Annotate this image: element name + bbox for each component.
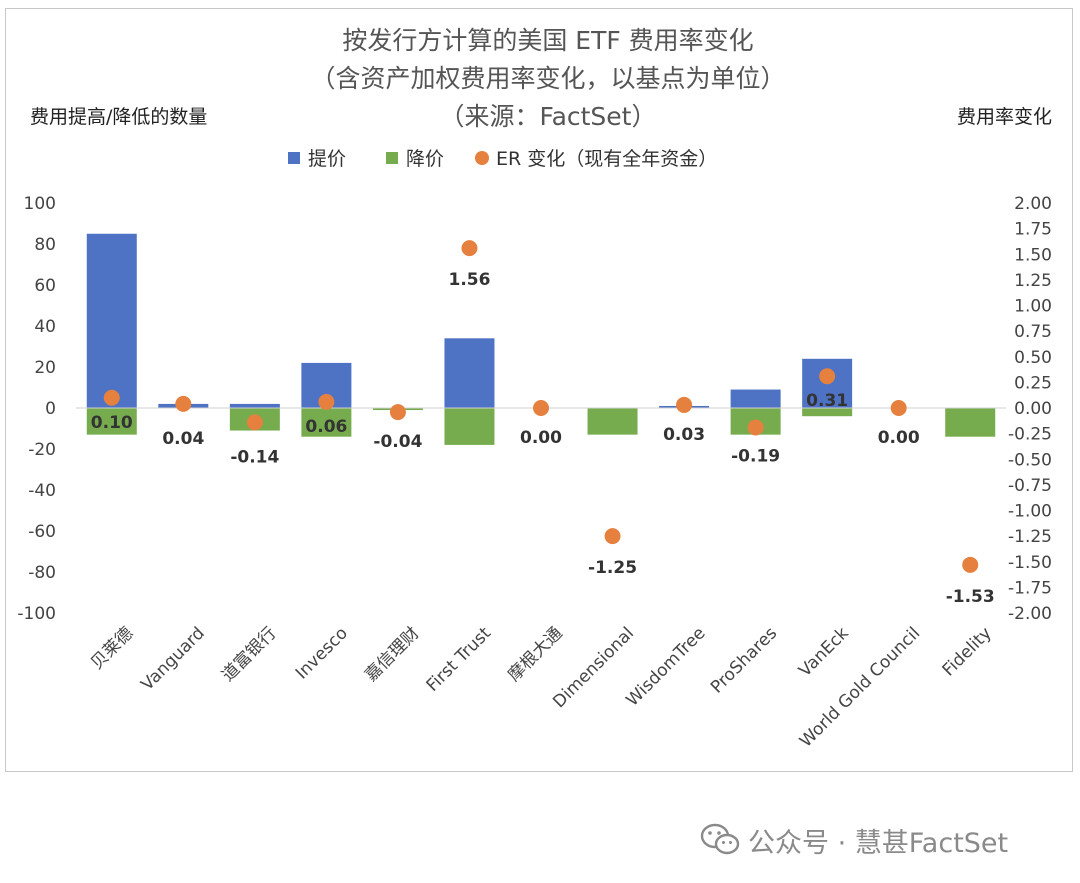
er-change-point — [246, 414, 263, 431]
left-tick-label: 0 — [45, 399, 56, 419]
chart-title-line: 按发行方计算的美国 ETF 费用率变化 — [342, 26, 753, 55]
er-change-data-label: 0.00 — [878, 428, 920, 448]
er-change-point — [103, 389, 120, 406]
bar-decrease — [301, 408, 352, 437]
er-change-data-label: 0.04 — [162, 429, 204, 449]
right-tick-label: 0.50 — [1014, 348, 1052, 368]
right-tick-label: -1.00 — [1008, 502, 1052, 522]
left-tick-label: -20 — [28, 440, 56, 460]
left-tick-label: -100 — [17, 604, 56, 624]
er-change-data-label: 0.10 — [91, 413, 133, 433]
watermark-text: 公众号 · 慧甚FactSet — [748, 827, 1009, 859]
bar-increase — [86, 233, 137, 408]
left-tick-label: 20 — [34, 358, 56, 378]
category-label: 贝莱德 — [87, 623, 137, 673]
category-label: Vanguard — [137, 623, 208, 694]
left-tick-label: -80 — [28, 563, 56, 583]
left-tick-label: 60 — [34, 276, 56, 296]
bar-decrease — [444, 408, 495, 445]
right-tick-label: 0.25 — [1014, 373, 1052, 393]
legend-marker-increase — [288, 152, 300, 164]
er-change-point — [389, 404, 406, 421]
er-change-point — [175, 395, 192, 412]
category-label: First Trust — [423, 623, 496, 696]
er-change-data-label: -0.19 — [731, 446, 780, 466]
category-label: 嘉信理财 — [361, 623, 423, 685]
category-label: World Gold Council — [796, 623, 924, 751]
bar-increase — [730, 389, 781, 408]
watermark: 公众号 · 慧甚FactSet — [700, 818, 1008, 862]
left-tick-label: 40 — [34, 317, 56, 337]
er-change-data-label: -1.25 — [588, 558, 637, 578]
er-change-point — [604, 528, 621, 545]
category-label: ProShares — [707, 623, 781, 697]
chart: 按发行方计算的美国 ETF 费用率变化 （含资产加权费用率变化，以基点为单位） （来… — [17, 26, 1052, 752]
bar-decrease — [587, 408, 638, 435]
left-tick-label: 100 — [24, 194, 56, 214]
right-tick-label: 1.75 — [1014, 220, 1052, 240]
er-change-data-label: 0.00 — [520, 428, 562, 448]
legend-label: ER 变化（现有全年资金） — [496, 148, 717, 170]
legend-marker-decrease — [386, 152, 398, 164]
right-tick-label: 1.50 — [1014, 245, 1052, 265]
category-label: VanEck — [795, 623, 853, 681]
left-tick-label: -60 — [28, 522, 56, 542]
bar-increase — [229, 403, 280, 408]
chart-title-line: （含资产加权费用率变化，以基点为单位） — [310, 64, 785, 93]
right-tick-label: -2.00 — [1008, 604, 1052, 624]
right-tick-label: -1.75 — [1008, 578, 1052, 598]
er-change-point — [676, 396, 693, 413]
right-tick-label: 0.75 — [1014, 322, 1052, 342]
right-tick-label: -0.50 — [1008, 450, 1052, 470]
bar-decrease — [86, 408, 137, 435]
er-change-data-label: 0.03 — [663, 425, 705, 445]
right-tick-label: -0.25 — [1008, 425, 1052, 445]
legend-label: 提价 — [308, 148, 346, 170]
legend-marker-er-change — [475, 151, 489, 165]
er-change-point — [819, 368, 836, 385]
er-change-point — [461, 240, 478, 257]
er-change-data-label: -0.04 — [373, 432, 422, 452]
right-tick-label: -1.25 — [1008, 527, 1052, 547]
category-label: 道富银行 — [218, 623, 280, 685]
category-label: Invesco — [292, 623, 352, 683]
right-tick-label: 1.25 — [1014, 271, 1052, 291]
left-tick-label: -40 — [28, 481, 56, 501]
bar-decrease — [802, 408, 853, 417]
er-change-point — [318, 393, 335, 410]
legend-label: 降价 — [406, 148, 444, 170]
er-change-point — [747, 419, 764, 436]
chart-frame: 按发行方计算的美国 ETF 费用率变化 （含资产加权费用率变化，以基点为单位） （来… — [5, 8, 1073, 772]
category-label: Fidelity — [939, 623, 996, 680]
er-change-data-label: 0.06 — [305, 417, 347, 437]
er-change-point — [890, 400, 907, 416]
right-tick-label: 2.00 — [1014, 194, 1052, 214]
bar-decrease — [945, 408, 996, 437]
er-change-point — [533, 400, 549, 416]
category-label: 摩根大通 — [504, 623, 566, 685]
right-tick-label: -0.75 — [1008, 476, 1052, 496]
left-axis-title: 费用提高/降低的数量 — [30, 106, 207, 128]
left-tick-label: 80 — [34, 235, 56, 255]
chart-title-line: （来源：FactSet） — [439, 102, 656, 131]
er-change-data-label: 0.31 — [806, 391, 848, 411]
right-tick-label: 1.00 — [1014, 297, 1052, 317]
right-tick-label: 0.00 — [1014, 399, 1052, 419]
right-tick-label: -1.50 — [1008, 553, 1052, 573]
er-change-data-label: 1.56 — [448, 270, 490, 290]
wechat-icon — [700, 823, 740, 855]
bar-increase — [444, 338, 495, 408]
er-change-data-label: -0.14 — [230, 447, 279, 467]
er-change-data-label: -1.53 — [946, 587, 995, 607]
right-axis-title: 费用率变化 — [957, 106, 1052, 128]
er-change-point — [962, 556, 979, 573]
